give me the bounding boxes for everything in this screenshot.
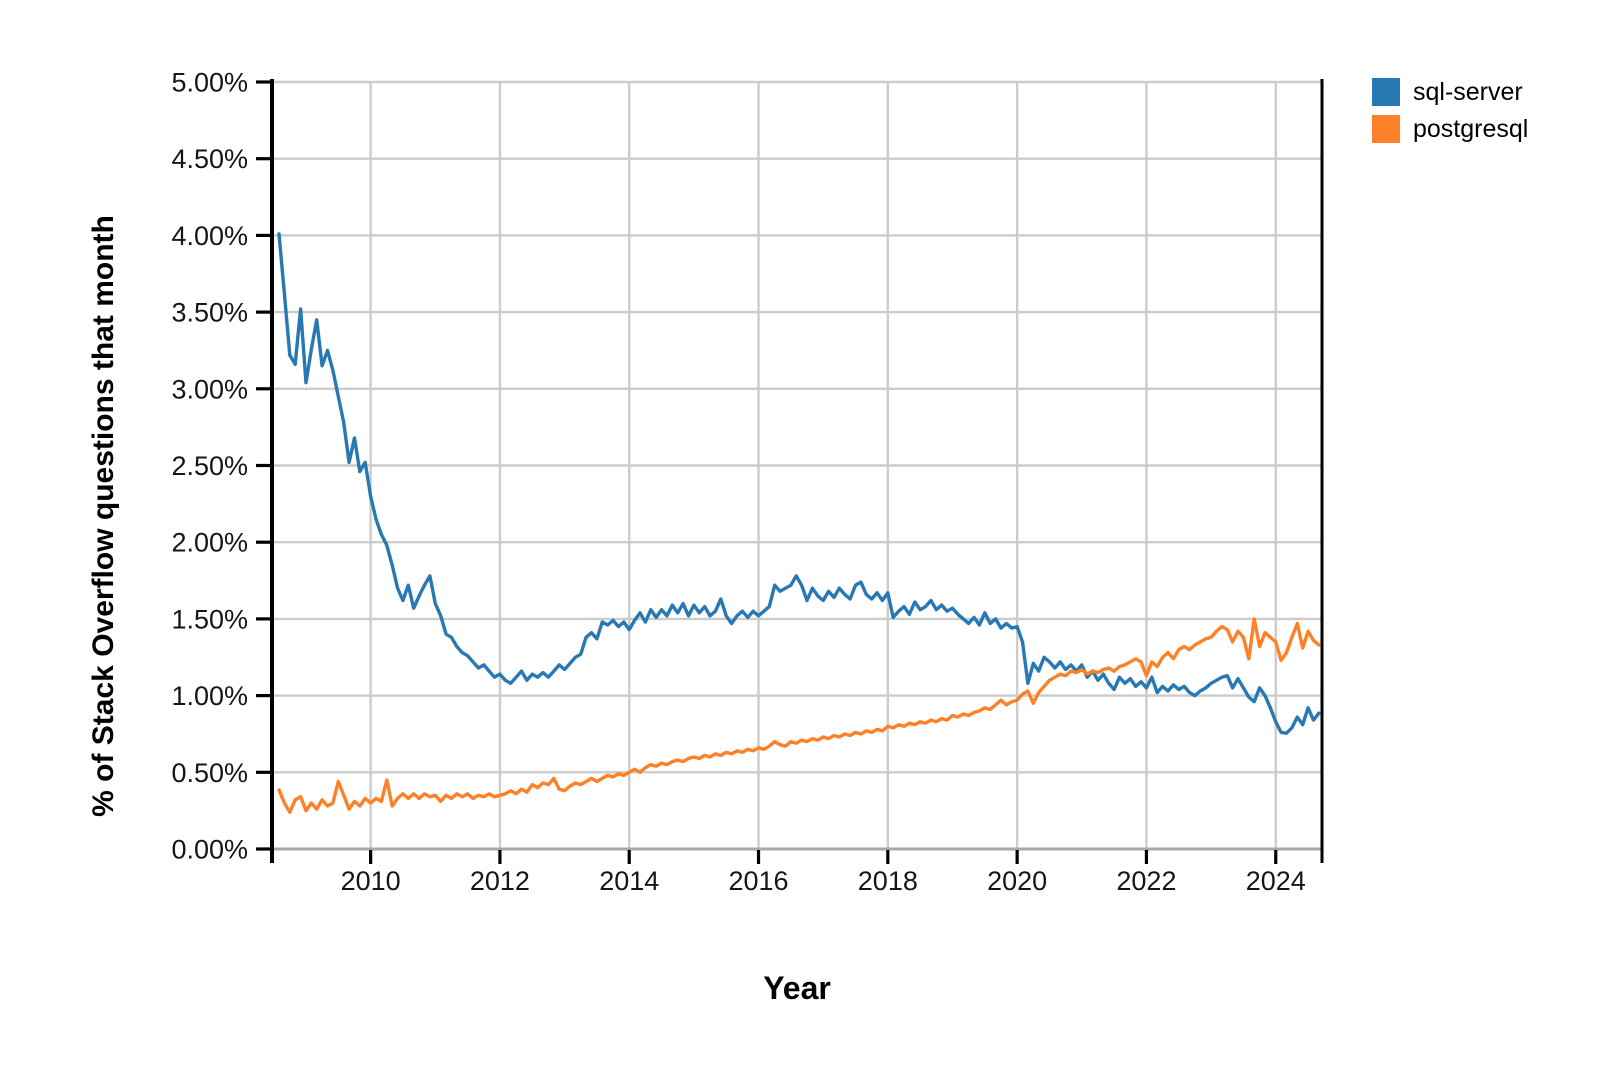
x-tick-label: 2014 xyxy=(599,866,659,896)
legend-label-postgresql: postgresql xyxy=(1413,115,1529,143)
y-tick-label: 3.00% xyxy=(171,374,248,404)
x-tick-label: 2020 xyxy=(987,866,1047,896)
y-tick-label: 1.50% xyxy=(171,604,248,634)
legend: sql-server postgresql xyxy=(1372,78,1528,143)
legend-label-sql-server: sql-server xyxy=(1413,78,1523,106)
y-tick-label: 0.00% xyxy=(171,835,248,865)
legend-swatch-sql-server xyxy=(1372,78,1400,106)
x-tick-label: 2024 xyxy=(1246,866,1306,896)
y-tick-label: 4.50% xyxy=(171,144,248,174)
y-tick-label: 1.00% xyxy=(171,681,248,711)
y-axis-title: % of Stack Overflow questions that month xyxy=(87,215,120,817)
y-tick-label: 0.50% xyxy=(171,758,248,788)
x-axis-title: Year xyxy=(763,970,831,1006)
legend-item-sql-server: sql-server xyxy=(1372,78,1528,106)
x-tick-label: 2016 xyxy=(728,866,788,896)
y-tick-label: 2.50% xyxy=(171,451,248,481)
x-tick-label: 2018 xyxy=(858,866,918,896)
x-tick-label: 2010 xyxy=(341,866,401,896)
y-tick-label: 4.00% xyxy=(171,221,248,251)
series-line-sql-server xyxy=(277,232,1321,735)
y-tick-label: 2.00% xyxy=(171,528,248,558)
series-line-postgresql xyxy=(277,617,1321,814)
y-tick-label: 5.00% xyxy=(171,68,248,98)
x-tick-label: 2022 xyxy=(1116,866,1176,896)
plot-area: 0.00% 0.50% 1.00% 1.50% 2.00% 2.50% 3.00% 3.50%… xyxy=(171,68,1324,896)
x-tick-label: 2012 xyxy=(470,866,530,896)
legend-item-postgresql: postgresql xyxy=(1372,115,1528,143)
y-tick-label: 3.50% xyxy=(171,298,248,328)
legend-swatch-postgresql xyxy=(1372,115,1400,143)
